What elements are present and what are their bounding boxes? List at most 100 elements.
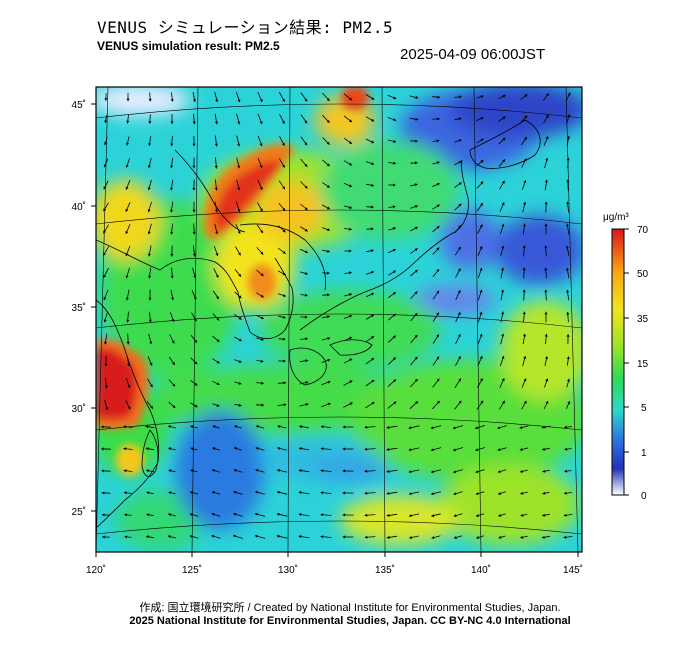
wind-arrow-head <box>371 402 375 405</box>
wind-arrow-head <box>480 95 484 99</box>
wind-arrow-head <box>255 468 259 472</box>
wind-arrow-head <box>479 246 483 250</box>
wind-arrow-head <box>342 535 346 539</box>
wind-arrow-head <box>255 425 259 428</box>
wind-arrow-head <box>102 535 105 539</box>
wind-arrow-head <box>149 384 153 388</box>
graticule <box>96 87 582 552</box>
wind-arrow-head <box>436 378 440 382</box>
wind-arrow-head <box>386 469 390 473</box>
wind-arrow-head <box>475 448 479 452</box>
wind-arrow-head <box>215 274 219 278</box>
wind-arrow-head <box>194 339 197 343</box>
wind-arrow-head <box>475 470 479 474</box>
wind-arrow-head <box>523 201 527 205</box>
wind-arrow-head <box>327 337 331 340</box>
wind-arrow-head <box>458 378 461 382</box>
wind-arrow-head <box>364 425 368 429</box>
wind-arrow-head <box>458 225 462 229</box>
wind-arrow-head <box>214 209 218 213</box>
wind-arrow-head <box>237 230 241 234</box>
wind-arrow-head <box>105 407 109 410</box>
wind-arrow-head <box>437 117 440 121</box>
wind-arrow-head <box>522 223 526 227</box>
wind-arrow-head <box>544 223 548 227</box>
wind-arrow-head <box>371 183 374 187</box>
wind-arrow-head <box>282 315 286 319</box>
wind-arrow-head <box>101 447 104 451</box>
colorbar: μg/m³ 70 50 35 15 5 1 0 <box>603 212 649 502</box>
wind-arrow-head <box>168 425 171 429</box>
wind-arrow-head <box>519 447 523 451</box>
wind-arrow-head <box>254 534 258 538</box>
wind-arrow-head <box>453 448 456 452</box>
wind-arrow-head <box>386 491 390 495</box>
wind-arrow-head <box>414 291 418 295</box>
wind-arrow-head <box>148 121 152 124</box>
wind-arrow-head <box>282 164 285 168</box>
wind-arrow-head <box>414 161 418 165</box>
wind-arrow-head <box>237 121 241 125</box>
colorbar-tick-35: 35 <box>637 314 649 325</box>
wind-arrow-head <box>326 163 330 167</box>
wind-arrow-head <box>259 165 263 169</box>
wind-arrow-head <box>168 491 172 495</box>
wind-arrow-head <box>498 535 502 539</box>
wind-arrow-head <box>237 209 241 213</box>
wind-arrow-head <box>502 116 506 120</box>
wind-arrow-head <box>457 268 461 272</box>
wind-arrow-head <box>436 401 440 404</box>
wind-arrow-head <box>393 401 397 405</box>
wind-arrow-head <box>147 209 151 213</box>
wind-arrow-head <box>457 312 461 316</box>
wind-arrow-head <box>304 207 308 210</box>
wind-arrow-head <box>364 447 368 451</box>
colorbar-tick-15: 15 <box>637 359 649 370</box>
wind-arrow-head <box>298 491 302 495</box>
wind-arrow-head <box>349 141 352 144</box>
wind-arrow-head <box>192 231 196 235</box>
wind-arrow-head <box>192 165 196 169</box>
wind-arrow-head <box>277 468 280 472</box>
wind-arrow-head <box>170 165 174 169</box>
wind-arrow-head <box>326 141 330 145</box>
wind-arrow-head <box>214 187 218 191</box>
wind-arrow-head <box>566 157 570 161</box>
wind-arrow-head <box>148 319 152 323</box>
wind-arrow-head <box>544 333 548 337</box>
wind-arrow-head <box>392 205 396 209</box>
wind-arrow-head <box>501 180 505 184</box>
wind-arrow-head <box>520 535 524 539</box>
coastline-north <box>174 149 246 233</box>
wind-arrow-head <box>282 120 285 124</box>
wind-arrow-head <box>103 186 107 190</box>
lon-label-120: 120˚ <box>86 564 106 576</box>
wind-arrow-head <box>305 315 308 319</box>
wind-arrow-head <box>393 118 397 122</box>
wind-arrow-head <box>147 187 151 191</box>
wind-arrow-head <box>475 492 479 495</box>
wind-arrow-head <box>261 403 264 407</box>
wind-arrow-head <box>194 361 198 365</box>
wind-arrow-head <box>431 470 434 474</box>
wind-arrow-head <box>104 363 108 367</box>
wind-arrow-head <box>148 297 152 301</box>
wind-arrow-head <box>523 356 527 359</box>
wind-arrow-head <box>502 159 505 163</box>
colorbar-tick-50: 50 <box>637 269 649 280</box>
wind-arrow-head <box>566 356 570 360</box>
wind-arrow-head <box>237 143 241 147</box>
wind-arrow-head <box>408 470 412 474</box>
wind-arrow-head <box>544 311 548 315</box>
wind-arrow-head <box>567 401 571 405</box>
wind-arrow-head <box>124 513 127 517</box>
wind-arrow-head <box>127 363 130 367</box>
coastline-hokkaido <box>469 119 541 169</box>
wind-arrow-head <box>545 114 549 118</box>
wind-arrow-head <box>502 137 506 141</box>
wind-arrow-head <box>215 231 219 235</box>
wind-arrow-head <box>148 98 152 102</box>
wind-arrow-head <box>430 426 434 430</box>
wind-arrow-head <box>522 311 526 315</box>
wind-arrow-head <box>103 164 107 168</box>
